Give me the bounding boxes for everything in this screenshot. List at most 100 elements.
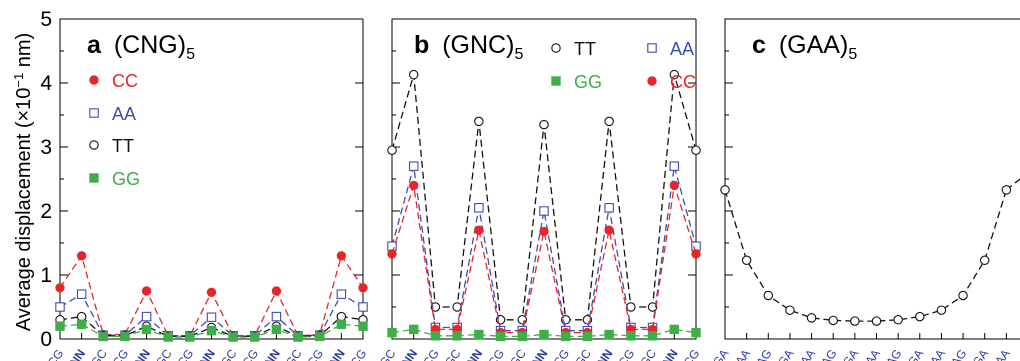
data-point-GG <box>250 332 260 342</box>
data-point-GG <box>293 332 303 342</box>
x-tick-label: AA <box>992 347 1013 361</box>
data-point-AA <box>539 206 549 216</box>
data-point-TT <box>785 305 795 315</box>
data-point-TT <box>893 315 903 325</box>
data-point-GG <box>336 319 347 329</box>
panel-c-series <box>720 178 1020 326</box>
legend-marker-AA <box>89 108 99 118</box>
data-point-TT <box>828 315 838 326</box>
panel-b-letter: b <box>414 31 429 59</box>
x-tick-label: NN <box>197 347 218 361</box>
data-point-GG <box>539 329 549 340</box>
data-point-GG <box>517 331 527 342</box>
x-tick-label: CG <box>348 347 370 361</box>
x-tick-label: AA <box>732 347 753 361</box>
x-tick-label: AG <box>948 347 969 361</box>
data-point-GG <box>561 331 571 342</box>
legend-label-GG: GG <box>112 169 140 189</box>
x-tick-label: GA <box>840 347 861 361</box>
data-point-AA <box>691 241 701 251</box>
data-point-GG <box>271 324 282 335</box>
legend-label-AA: AA <box>112 104 136 124</box>
data-point-GG <box>604 329 614 340</box>
x-tick-label: GA <box>775 347 796 361</box>
panel-c-axes: GA AA AG GA AA AG GA AA AG GA AA AG GA AA <box>710 18 1020 361</box>
data-point-TT <box>741 255 752 266</box>
legend-marker-TT <box>551 43 561 53</box>
legend-marker-TT <box>89 140 99 150</box>
data-point-GG <box>141 324 152 335</box>
data-point-GG <box>647 331 658 341</box>
data-point-GG <box>474 329 484 340</box>
data-point-TT <box>936 305 947 315</box>
panel-a-title-main: (CNG) <box>114 31 186 59</box>
data-point-AA <box>604 203 614 213</box>
panel-b-series <box>387 69 701 342</box>
data-point-CC <box>539 226 549 237</box>
legend-label-AA: AA <box>670 39 694 59</box>
legend-marker-GG <box>551 76 561 86</box>
data-point-AA <box>206 312 217 322</box>
data-point-GG <box>98 331 108 342</box>
data-point-CC <box>336 251 347 261</box>
data-point-TT <box>474 116 484 127</box>
data-point-GG <box>185 332 195 342</box>
x-tick-label: AG <box>753 347 774 361</box>
panel-a-title: a (CNG)5 <box>87 31 195 63</box>
svg-text:c (GAA)5: c (GAA)5 <box>752 31 857 63</box>
x-tick-label: GC <box>507 346 529 361</box>
x-tick-label: NN <box>326 347 347 361</box>
x-tick-label: AG <box>883 347 904 361</box>
data-point-TT <box>336 311 347 322</box>
data-point-GG <box>206 325 217 336</box>
x-tick-label: CG <box>175 347 197 361</box>
series-line-GG <box>391 328 697 338</box>
data-point-AA <box>408 161 419 171</box>
data-point-GG <box>228 332 238 342</box>
x-tick-label: CG <box>420 347 442 361</box>
data-point-CC <box>691 249 701 259</box>
data-point-TT <box>691 145 701 155</box>
x-tick-label: GC <box>88 346 110 361</box>
data-point-AA <box>271 311 282 322</box>
legend-marker-AA <box>647 43 657 53</box>
series-line-TT <box>724 189 1008 322</box>
data-point-GG <box>626 331 636 341</box>
data-point-TT <box>763 290 774 301</box>
x-tick-label: NN <box>529 347 550 361</box>
legend-label-CC: CC <box>670 72 696 92</box>
panel-b-title-sub: 5 <box>514 46 523 63</box>
data-point-TT <box>647 302 658 312</box>
x-tick-label: CG <box>110 347 132 361</box>
data-point-AA <box>141 311 152 322</box>
x-tick-label: AG <box>818 347 839 361</box>
x-tick-label: AA <box>862 347 883 361</box>
data-point-TT <box>871 316 882 326</box>
data-point-TT <box>76 311 87 322</box>
x-tick-label: GA <box>905 347 926 361</box>
data-point-AA <box>669 161 680 171</box>
y-tick-label: 1 <box>40 264 52 287</box>
x-tick-label: GC <box>218 346 240 361</box>
data-point-GG <box>55 321 65 331</box>
x-tick-label: AA <box>927 347 948 361</box>
data-point-GG <box>430 331 441 341</box>
x-tick-label: CG <box>616 347 638 361</box>
panel-b-title: b (GNC)5 <box>414 31 523 63</box>
x-tick-label: CG <box>485 347 507 361</box>
x-tick-label: NN <box>399 347 420 361</box>
x-tick-label: CG <box>239 347 261 361</box>
data-point-CC <box>76 251 87 261</box>
data-point-GG <box>163 332 173 342</box>
data-point-CC <box>55 283 65 293</box>
data-point-AA <box>336 289 347 299</box>
y-tick-label: 3 <box>40 136 52 159</box>
data-point-TT <box>806 313 817 323</box>
x-tick-label: AA <box>797 347 818 361</box>
data-point-GG <box>582 331 593 342</box>
x-tick-label: NN <box>67 347 88 361</box>
y-tick-label: 4 <box>40 72 52 95</box>
panel-c-title: c (GAA)5 <box>752 31 857 63</box>
